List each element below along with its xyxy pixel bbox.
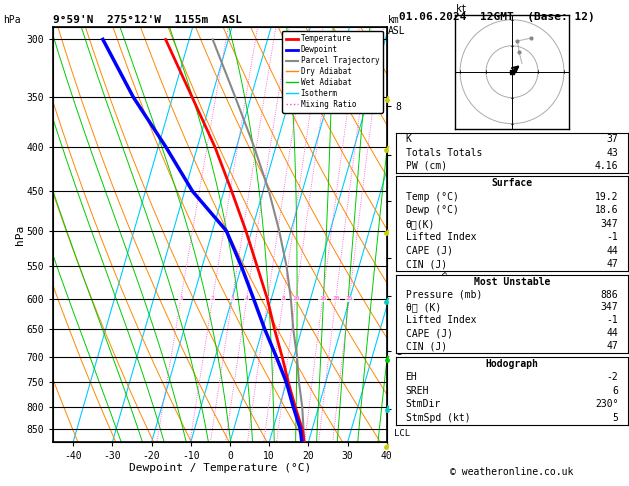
- Text: 44: 44: [607, 246, 618, 256]
- Text: θᴇ (K): θᴇ (K): [406, 302, 441, 312]
- Text: CIN (J): CIN (J): [406, 260, 447, 269]
- Text: 47: 47: [607, 260, 618, 269]
- Text: 6: 6: [266, 296, 270, 301]
- X-axis label: Dewpoint / Temperature (°C): Dewpoint / Temperature (°C): [129, 463, 311, 473]
- Text: PW (cm): PW (cm): [406, 161, 447, 171]
- Text: Mixing Ratio (g/kg): Mixing Ratio (g/kg): [439, 183, 448, 286]
- Legend: Temperature, Dewpoint, Parcel Trajectory, Dry Adiabat, Wet Adiabat, Isotherm, Mi: Temperature, Dewpoint, Parcel Trajectory…: [282, 31, 383, 113]
- Y-axis label: hPa: hPa: [16, 225, 25, 244]
- Text: 47: 47: [607, 341, 618, 351]
- Text: 347: 347: [601, 302, 618, 312]
- Text: © weatheronline.co.uk: © weatheronline.co.uk: [450, 467, 574, 477]
- Text: -1: -1: [607, 315, 618, 326]
- Text: EH: EH: [406, 372, 417, 382]
- Text: 8: 8: [281, 296, 285, 301]
- Text: CAPE (J): CAPE (J): [406, 329, 452, 338]
- Text: 25: 25: [345, 296, 353, 301]
- Text: 20: 20: [332, 296, 340, 301]
- Text: 230°: 230°: [595, 399, 618, 409]
- Text: 18.6: 18.6: [595, 205, 618, 215]
- Text: Dewp (°C): Dewp (°C): [406, 205, 459, 215]
- Text: SREH: SREH: [406, 386, 429, 396]
- Text: 347: 347: [601, 219, 618, 229]
- Text: km
ASL: km ASL: [388, 15, 406, 36]
- Text: Lifted Index: Lifted Index: [406, 232, 476, 243]
- Text: Surface: Surface: [491, 178, 533, 188]
- Text: Lifted Index: Lifted Index: [406, 315, 476, 326]
- Text: 2: 2: [211, 296, 214, 301]
- Text: 1: 1: [179, 296, 182, 301]
- Text: 5: 5: [613, 413, 618, 423]
- Text: -1: -1: [607, 232, 618, 243]
- Text: StmDir: StmDir: [406, 399, 441, 409]
- Text: -2: -2: [607, 372, 618, 382]
- Text: 6: 6: [613, 386, 618, 396]
- Text: 43: 43: [607, 148, 618, 157]
- Text: 19.2: 19.2: [595, 191, 618, 202]
- Text: Most Unstable: Most Unstable: [474, 277, 550, 287]
- Text: 16: 16: [319, 296, 326, 301]
- Text: Totals Totals: Totals Totals: [406, 148, 482, 157]
- Text: CAPE (J): CAPE (J): [406, 246, 452, 256]
- Text: Hodograph: Hodograph: [486, 359, 538, 368]
- Text: LCL: LCL: [394, 429, 410, 438]
- Text: 4.16: 4.16: [595, 161, 618, 171]
- Text: θᴇ(K): θᴇ(K): [406, 219, 435, 229]
- Text: Temp (°C): Temp (°C): [406, 191, 459, 202]
- Text: hPa: hPa: [3, 15, 21, 25]
- Text: 9°59'N  275°12'W  1155m  ASL: 9°59'N 275°12'W 1155m ASL: [53, 15, 242, 25]
- Text: kt: kt: [456, 4, 468, 14]
- Text: 10: 10: [292, 296, 299, 301]
- Text: 01.06.2024  12GMT  (Base: 12): 01.06.2024 12GMT (Base: 12): [399, 12, 595, 22]
- Text: 3: 3: [230, 296, 234, 301]
- Text: StmSpd (kt): StmSpd (kt): [406, 413, 470, 423]
- Text: 886: 886: [601, 290, 618, 299]
- Text: 4: 4: [245, 296, 248, 301]
- Text: CIN (J): CIN (J): [406, 341, 447, 351]
- Text: Pressure (mb): Pressure (mb): [406, 290, 482, 299]
- Y-axis label: km
ASL: km ASL: [421, 224, 438, 245]
- Text: K: K: [406, 134, 411, 144]
- Text: 44: 44: [607, 329, 618, 338]
- Text: 37: 37: [607, 134, 618, 144]
